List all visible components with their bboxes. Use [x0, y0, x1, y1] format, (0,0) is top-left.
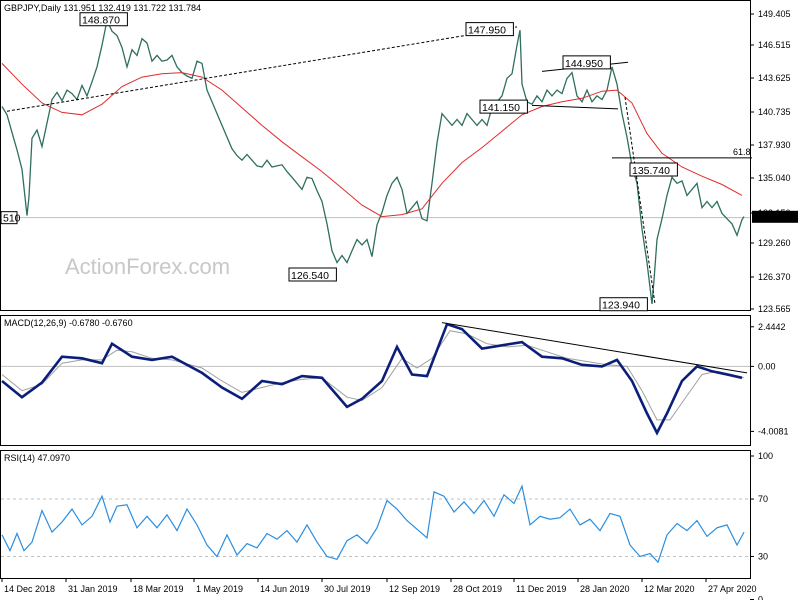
axis-layer: 149.405 146.515 143.625 140.735 137.930 135.0… — [1, 9, 798, 600]
rsi-tick-label: 100 — [758, 451, 773, 461]
macd-trendline — [441, 322, 748, 374]
rsi-layer — [1, 484, 750, 564]
price-tick-label: 126.370 — [758, 272, 791, 282]
x-tick-label: 27 Apr 2020 — [708, 584, 757, 594]
price-tick-label: 137.930 — [758, 140, 791, 150]
annotation-label-0: 148.870 — [82, 15, 120, 27]
price-tick-label: 149.405 — [758, 9, 791, 19]
x-tick-label: 18 Mar 2019 — [133, 584, 184, 594]
annotation-label-4: 141.150 — [482, 102, 520, 114]
x-tick-label: 14 Jun 2019 — [260, 584, 310, 594]
x-tick-label: 31 Jan 2019 — [68, 584, 118, 594]
rsi-line — [1, 484, 745, 564]
watermark: ActionForex.com — [65, 254, 230, 279]
fib-level-label: 61.8 — [733, 147, 751, 157]
price-tick-label: 143.625 — [758, 73, 791, 83]
price-panel — [0, 0, 751, 311]
macd-tick-label: 0.00 — [758, 361, 776, 371]
annotation-box-0 — [79, 12, 128, 27]
rsi-header: RSI(14) 47.0970 — [4, 453, 70, 463]
x-tick-label: 14 Dec 2018 — [4, 584, 55, 594]
left-level-label: 510 — [3, 213, 21, 225]
annotation-box-6 — [599, 297, 648, 312]
price-tick-label: 129.260 — [758, 238, 791, 248]
rsi-tick-label: 30 — [758, 551, 768, 561]
x-tick-label: 30 Jul 2019 — [324, 584, 371, 594]
annotation-label-2: 147.950 — [468, 25, 506, 37]
annotation-box-4 — [479, 99, 528, 114]
annotation-box-5 — [629, 162, 678, 177]
rsi-tick-label: 70 — [758, 494, 768, 504]
price-series-line — [1, 18, 745, 305]
moving-average-line — [1, 63, 743, 218]
rsi-tick-label: 0 — [758, 595, 763, 600]
x-tick-label: 1 May 2019 — [196, 584, 243, 594]
price-tick-label: 135.040 — [758, 173, 791, 183]
rsi-panel — [0, 450, 751, 579]
price-tick-label: 123.565 — [758, 304, 791, 314]
x-tick-label: 11 Dec 2019 — [516, 584, 566, 594]
last-price-label: 131.784 — [758, 212, 791, 222]
annotation-box-3 — [562, 55, 611, 70]
annotation-box-1 — [288, 267, 337, 282]
x-tick-label: 12 Sep 2019 — [389, 584, 440, 594]
x-tick-label: 28 Oct 2019 — [453, 584, 502, 594]
macd-tick-label: 2.4442 — [758, 322, 786, 332]
macd-layer — [1, 322, 750, 436]
macd-panel — [0, 315, 751, 446]
annotation-box-2 — [465, 22, 514, 37]
price-tick-label: 140.735 — [758, 107, 791, 117]
macd-tick-label: -4.0081 — [758, 426, 789, 436]
price-header: GBPJPY,Daily 131.951 132.419 131.722 131… — [4, 3, 201, 13]
price-tick-label: 146.515 — [758, 40, 791, 50]
x-tick-label: 12 Mar 2020 — [644, 584, 695, 594]
price-layer: 61.8 510 148.870 126.540 147.950 144.950 141.1… — [0, 12, 752, 312]
annotation-label-3: 144.950 — [565, 58, 603, 70]
last-price-box — [752, 210, 798, 223]
macd-main-line — [1, 322, 743, 436]
annotation-label-5: 135.740 — [632, 165, 670, 177]
x-tick-label: 28 Jan 2020 — [580, 584, 630, 594]
macd-header: MACD(12,26,9) -0.6780 -0.6760 — [4, 318, 133, 328]
annotation-label-6: 123.940 — [602, 300, 640, 312]
trendline-2 — [531, 104, 619, 110]
left-level-box — [0, 211, 18, 225]
annotation-label-1: 126.540 — [291, 270, 329, 282]
trendline-0 — [6, 26, 518, 112]
